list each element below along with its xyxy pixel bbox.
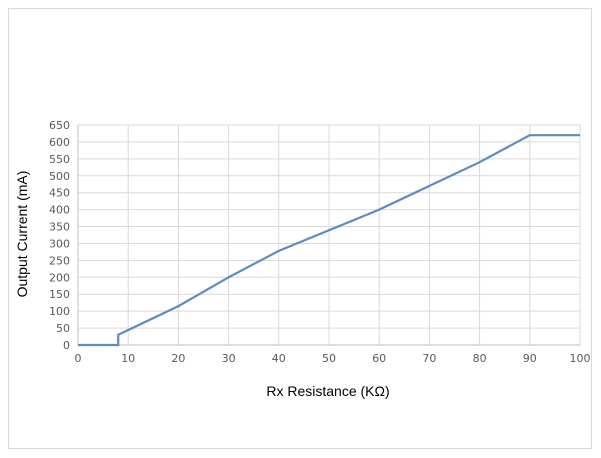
y-tick-label: 0 xyxy=(63,339,70,352)
series-layer xyxy=(78,134,580,347)
x-tick-label: 70 xyxy=(422,352,436,365)
x-tick-label: 20 xyxy=(171,352,185,365)
x-tick-labels: 0 10 20 30 40 50 60 70 80 90 100 xyxy=(75,352,591,365)
y-tick-label: 550 xyxy=(49,153,70,166)
x-tick-label: 50 xyxy=(322,352,336,365)
x-tick-label: 80 xyxy=(473,352,487,365)
axes xyxy=(77,125,580,346)
y-tick-label: 100 xyxy=(49,305,70,318)
y-tick-label: 250 xyxy=(49,254,70,267)
x-tick-label: 30 xyxy=(222,352,236,365)
x-tick-label: 60 xyxy=(372,352,386,365)
x-tick-label: 100 xyxy=(570,352,591,365)
y-tick-label: 200 xyxy=(49,271,70,284)
y-tick-label: 450 xyxy=(49,187,70,200)
y-tick-label: 300 xyxy=(49,237,70,250)
series-line xyxy=(78,134,580,347)
y-tick-label: 650 xyxy=(49,119,70,132)
y-axis-title: Output Current (mA) xyxy=(14,171,30,298)
chart-frame xyxy=(8,8,592,449)
y-tick-labels: 0 50 100 150 200 250 300 350 400 450 500 550 600 650 xyxy=(49,119,70,352)
y-tick-label: 500 xyxy=(49,170,70,183)
y-tick-label: 50 xyxy=(56,322,70,335)
x-tick-label: 0 xyxy=(75,352,82,365)
x-axis-title: Rx Resistance (KΩ) xyxy=(266,383,389,399)
y-tick-label: 600 xyxy=(49,136,70,149)
y-tick-label: 150 xyxy=(49,288,70,301)
x-tick-label: 10 xyxy=(121,352,135,365)
x-tick-label: 40 xyxy=(272,352,286,365)
x-tick-label: 90 xyxy=(523,352,537,365)
y-tick-label: 400 xyxy=(49,204,70,217)
y-tick-label: 350 xyxy=(49,221,70,234)
gridlines xyxy=(78,124,581,345)
